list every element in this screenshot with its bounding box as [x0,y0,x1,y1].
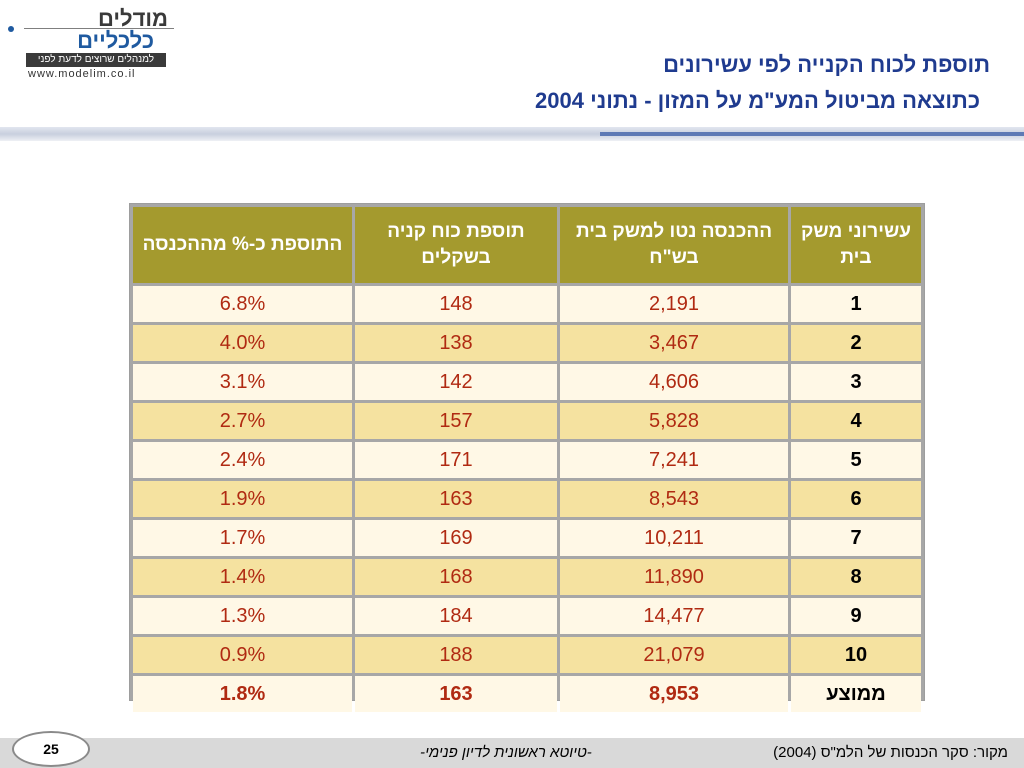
cell-addition: 142 [355,364,557,400]
table-row: 6 8,543 163 1.9% [133,481,921,517]
cell-decile: 6 [791,481,921,517]
table-row: 3 4,606 142 3.1% [133,364,921,400]
draft-note: -טיוטא ראשונית לדיון פנימי- [420,744,592,761]
table-row-average: ממוצע 8,953 163 1.8% [133,676,921,712]
cell-decile: 8 [791,559,921,595]
header-addition: תוספת כוח קניה בשקלים [355,207,557,283]
table-row: 1 2,191 148 6.8% [133,286,921,322]
cell-income: 3,467 [560,325,788,361]
source-note: מקור: סקר הכנסות של הלמ"ס (2004) [773,744,1008,761]
header-percent: התוספת כ-% מההכנסה [133,207,352,283]
cell-addition: 148 [355,286,557,322]
cell-income: 5,828 [560,403,788,439]
cell-decile: 1 [791,286,921,322]
cell-decile: 4 [791,403,921,439]
cell-percent: 2.7% [133,403,352,439]
cell-percent: 4.0% [133,325,352,361]
cell-decile: 9 [791,598,921,634]
cell-addition: 188 [355,637,557,673]
cell-average-addition: 163 [355,676,557,712]
title-underline-band [0,127,1024,141]
header-decile: עשירוני משק בית [791,207,921,283]
footer-band [0,738,1024,768]
logo-line1: מודלים [97,6,168,31]
cell-income: 21,079 [560,637,788,673]
cell-addition: 169 [355,520,557,556]
table-row: 2 3,467 138 4.0% [133,325,921,361]
cell-income: 10,211 [560,520,788,556]
cell-decile: 7 [791,520,921,556]
cell-income: 14,477 [560,598,788,634]
cell-addition: 184 [355,598,557,634]
cell-income: 7,241 [560,442,788,478]
cell-percent: 1.4% [133,559,352,595]
cell-income: 2,191 [560,286,788,322]
logo-url: www.modelim.co.il [28,68,136,80]
cell-average-percent: 1.8% [133,676,352,712]
table-body: 1 2,191 148 6.8% 2 3,467 138 4.0% 3 4,60… [133,286,921,712]
table-row: 5 7,241 171 2.4% [133,442,921,478]
table-header-row: עשירוני משק בית ההכנסה נטו למשק בית בש"ח… [133,207,921,283]
cell-decile: 10 [791,637,921,673]
table-row: 9 14,477 184 1.3% [133,598,921,634]
cell-decile: 3 [791,364,921,400]
cell-percent: 3.1% [133,364,352,400]
cell-addition: 157 [355,403,557,439]
logo-divider [24,28,174,29]
cell-income: 4,606 [560,364,788,400]
cell-decile: 2 [791,325,921,361]
cell-addition: 171 [355,442,557,478]
table-row: 4 5,828 157 2.7% [133,403,921,439]
cell-percent: 2.4% [133,442,352,478]
decile-table: עשירוני משק בית ההכנסה נטו למשק בית בש"ח… [130,204,924,715]
cell-percent: 1.3% [133,598,352,634]
header-income: ההכנסה נטו למשק בית בש"ח [560,207,788,283]
table-row: 8 11,890 168 1.4% [133,559,921,595]
cell-income: 11,890 [560,559,788,595]
slide-subtitle: כתוצאה מביטול המע"מ על המזון - נתוני 200… [535,88,980,113]
cell-average-income: 8,953 [560,676,788,712]
cell-percent: 1.9% [133,481,352,517]
cell-addition: 168 [355,559,557,595]
cell-percent: 0.9% [133,637,352,673]
logo-dot [8,26,14,32]
cell-percent: 1.7% [133,520,352,556]
slide-title: תוספת לכוח הקנייה לפי עשירונים [663,52,990,77]
cell-income: 8,543 [560,481,788,517]
cell-addition: 163 [355,481,557,517]
cell-percent: 6.8% [133,286,352,322]
decile-table-frame: עשירוני משק בית ההכנסה נטו למשק בית בש"ח… [129,203,925,712]
company-logo: מודלים כלכליים למנהלים שרוצים לדעת לפני … [8,6,174,80]
page-number: 25 [12,731,90,767]
cell-average-label: ממוצע [791,676,921,712]
logo-tagline: למנהלים שרוצים לדעת לפני [26,53,166,67]
logo-line2: כלכליים [77,28,154,53]
cell-addition: 138 [355,325,557,361]
table-row: 7 10,211 169 1.7% [133,520,921,556]
table-row: 10 21,079 188 0.9% [133,637,921,673]
cell-decile: 5 [791,442,921,478]
title-underline-bar [600,132,1024,136]
